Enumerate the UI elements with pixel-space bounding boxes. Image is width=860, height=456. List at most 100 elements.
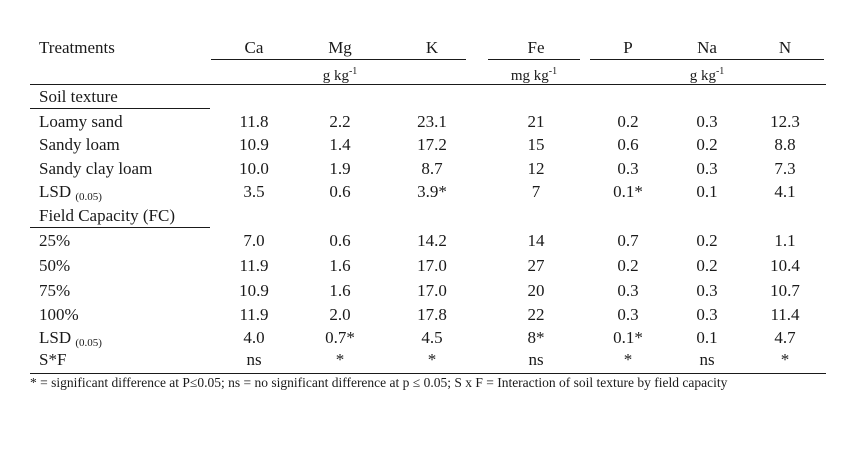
fc-row-1-k: 14.2 xyxy=(417,231,447,250)
column-header-fe: Fe xyxy=(527,38,545,57)
header-rule-g2 xyxy=(590,59,824,60)
bottom-rule xyxy=(30,373,826,374)
soil-row-2-label: Sandy loam xyxy=(39,135,120,154)
soil-row-2-mg: 1.4 xyxy=(329,135,351,154)
interaction-row-ca: ns xyxy=(246,350,262,369)
soil-row-2-na: 0.2 xyxy=(696,135,718,154)
fc-row-1-na: 0.2 xyxy=(696,231,718,250)
fc-row-3-mg: 1.6 xyxy=(329,281,351,300)
soil-row-2-ca: 10.9 xyxy=(239,135,269,154)
fc-row-4-ca: 11.9 xyxy=(239,305,269,324)
soil-row-2-p: 0.6 xyxy=(617,135,639,154)
soil-row-1-label: Loamy sand xyxy=(39,112,123,131)
soil-texture-rule xyxy=(30,108,210,109)
fc-lsd-row-ca: 4.0 xyxy=(243,328,265,347)
fc-row-2-label: 50% xyxy=(39,256,71,275)
fc-lsd-row-p: 0.1* xyxy=(613,328,643,347)
soil-row-1-ca: 11.8 xyxy=(239,112,269,131)
soil-row-3-k: 8.7 xyxy=(421,159,443,178)
header-rule-mg xyxy=(488,59,580,60)
fc-row-2-n: 10.4 xyxy=(770,256,800,275)
interaction-row-fe: ns xyxy=(528,350,544,369)
soil-lsd-row-n: 4.1 xyxy=(774,182,796,201)
soil-row-1-k: 23.1 xyxy=(417,112,447,131)
soil-row-1-fe: 21 xyxy=(527,112,545,131)
column-header-na: Na xyxy=(697,38,717,57)
interaction-row-n: * xyxy=(780,350,790,369)
soil-row-2-k: 17.2 xyxy=(417,135,447,154)
soil-lsd-row-label: LSD (0.05) xyxy=(39,182,102,203)
fc-row-1-n: 1.1 xyxy=(774,231,796,250)
fc-row-4-fe: 22 xyxy=(527,305,545,324)
fc-row-4-mg: 2.0 xyxy=(329,305,351,324)
fc-row-2-na: 0.2 xyxy=(696,256,718,275)
fc-row-4-k: 17.8 xyxy=(417,305,447,324)
soil-lsd-row-k: 3.9* xyxy=(417,182,447,201)
fc-row-2-fe: 27 xyxy=(527,256,545,275)
soil-row-3-p: 0.3 xyxy=(617,159,639,178)
header-rule-g xyxy=(211,59,466,60)
soil-lsd-row-ca: 3.5 xyxy=(243,182,265,201)
soil-row-3-label: Sandy clay loam xyxy=(39,159,153,178)
fc-row-2-ca: 11.9 xyxy=(239,256,269,275)
interaction-row-k: * xyxy=(427,350,437,369)
soil-row-1-p: 0.2 xyxy=(617,112,639,131)
fc-row-1-mg: 0.6 xyxy=(329,231,351,250)
fc-row-3-label: 75% xyxy=(39,281,71,300)
soil-row-2-n: 8.8 xyxy=(774,135,796,154)
fc-row-3-n: 10.7 xyxy=(770,281,800,300)
field-capacity-title: Field Capacity (FC) xyxy=(39,206,175,225)
column-header-ca: Ca xyxy=(244,38,264,57)
fc-row-3-na: 0.3 xyxy=(696,281,718,300)
fc-row-2-p: 0.2 xyxy=(617,256,639,275)
soil-row-1-n: 12.3 xyxy=(770,112,800,131)
unit-mg-kg: mg kg-1 xyxy=(510,66,558,84)
fc-row-4-na: 0.3 xyxy=(696,305,718,324)
treatments-header: Treatments xyxy=(39,38,115,57)
column-header-k: K xyxy=(425,38,439,57)
fc-row-2-mg: 1.6 xyxy=(329,256,351,275)
soil-texture-title: Soil texture xyxy=(39,87,118,106)
soil-lsd-row-mg: 0.6 xyxy=(329,182,351,201)
fc-row-3-ca: 10.9 xyxy=(239,281,269,300)
soil-row-1-na: 0.3 xyxy=(696,112,718,131)
interaction-row-na: ns xyxy=(699,350,715,369)
fc-lsd-row-k: 4.5 xyxy=(421,328,443,347)
fc-row-1-fe: 14 xyxy=(527,231,545,250)
soil-row-3-ca: 10.0 xyxy=(239,159,269,178)
column-header-mg: Mg xyxy=(328,38,352,57)
footnote: * = significant difference at P≤0.05; ns… xyxy=(30,375,728,390)
soil-row-3-na: 0.3 xyxy=(696,159,718,178)
soil-lsd-row-fe: 7 xyxy=(531,182,541,201)
units-rule xyxy=(30,84,826,85)
soil-row-1-mg: 2.2 xyxy=(329,112,351,131)
interaction-row-mg: * xyxy=(335,350,345,369)
fc-lsd-row-n: 4.7 xyxy=(774,328,796,347)
fc-row-3-fe: 20 xyxy=(527,281,545,300)
fc-row-2-k: 17.0 xyxy=(417,256,447,275)
unit-g-kg-2: g kg-1 xyxy=(689,66,725,84)
soil-row-3-mg: 1.9 xyxy=(329,159,351,178)
interaction-row-p: * xyxy=(623,350,633,369)
soil-lsd-row-na: 0.1 xyxy=(696,182,718,201)
fc-lsd-row-mg: 0.7* xyxy=(325,328,355,347)
fc-row-4-p: 0.3 xyxy=(617,305,639,324)
fc-row-3-k: 17.0 xyxy=(417,281,447,300)
soil-row-3-fe: 12 xyxy=(527,159,545,178)
fc-row-1-p: 0.7 xyxy=(617,231,639,250)
soil-lsd-row-p: 0.1* xyxy=(613,182,643,201)
soil-row-3-n: 7.3 xyxy=(774,159,796,178)
fc-lsd-row-label: LSD (0.05) xyxy=(39,328,102,349)
fc-row-1-label: 25% xyxy=(39,231,71,250)
interaction-row-label: S*F xyxy=(39,350,67,369)
fc-row-4-n: 11.4 xyxy=(770,305,800,324)
field-capacity-rule xyxy=(30,227,210,228)
fc-row-4-label: 100% xyxy=(39,305,79,324)
soil-row-2-fe: 15 xyxy=(527,135,545,154)
column-header-p: P xyxy=(623,38,633,57)
unit-g-kg: g kg-1 xyxy=(322,66,358,84)
column-header-n: N xyxy=(778,38,792,57)
fc-lsd-row-fe: 8* xyxy=(527,328,545,347)
fc-row-1-ca: 7.0 xyxy=(243,231,265,250)
